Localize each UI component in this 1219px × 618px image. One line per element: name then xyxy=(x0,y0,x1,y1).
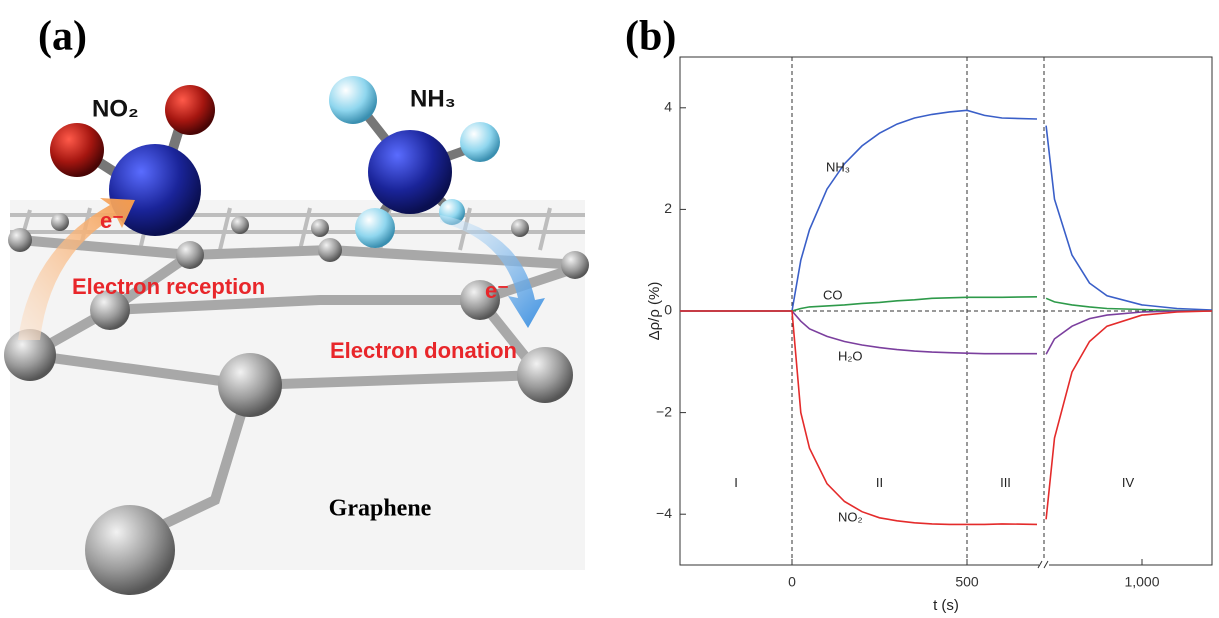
y-axis-label: Δρ/ρ (%) xyxy=(646,282,663,341)
series-line xyxy=(680,311,1212,524)
region-label: I xyxy=(734,475,738,490)
region-label: II xyxy=(876,475,883,490)
y-tick-label: −4 xyxy=(656,505,672,521)
molecule-label: NO₂ xyxy=(92,95,139,122)
panel-a: (a) NO₂ NH₃ e⁻ Electron reception e⁻ Ele… xyxy=(4,14,589,595)
caption: Graphene xyxy=(329,496,432,522)
panel-label: (a) xyxy=(38,14,87,60)
x-axis-label: t (s) xyxy=(933,597,959,614)
process-label: Electron reception xyxy=(72,274,265,299)
y-tick-label: −2 xyxy=(656,403,672,419)
figure: (a) NO₂ NH₃ e⁻ Electron reception e⁻ Ele… xyxy=(0,0,1219,618)
region-label: III xyxy=(1000,475,1011,490)
region-label: IV xyxy=(1122,475,1135,490)
x-tick-label: 1,000 xyxy=(1124,574,1159,590)
y-tick-label: 2 xyxy=(664,200,672,216)
series-label: H₂O xyxy=(838,348,863,363)
series-label: NO₂ xyxy=(838,509,863,524)
series-label: NH₃ xyxy=(826,159,850,174)
y-tick-label: 4 xyxy=(664,99,672,115)
molecule-label: NH₃ xyxy=(410,85,456,112)
electron-label: e⁻ xyxy=(100,208,124,233)
electron-label: e⁻ xyxy=(485,278,509,303)
series-label: CO xyxy=(823,287,843,302)
panel-label: (b) xyxy=(625,14,676,60)
x-tick-label: 0 xyxy=(788,574,796,590)
y-tick-label: 0 xyxy=(664,302,672,318)
series-line xyxy=(680,297,1212,311)
x-tick-label: 500 xyxy=(955,574,979,590)
series-line xyxy=(680,110,1212,311)
process-label: Electron donation xyxy=(330,338,517,363)
